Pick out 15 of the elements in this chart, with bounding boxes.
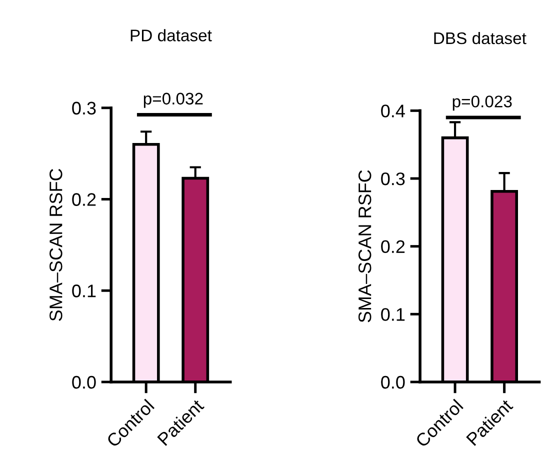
y-tick-label: 0.3 — [72, 102, 96, 115]
y-axis-title: SMA–SCAN RSFC — [358, 170, 372, 322]
y-tick-label: 0.0 — [381, 376, 405, 389]
y-axis-title: SMA–SCAN RSFC — [50, 168, 62, 321]
text: p=0.032 — [144, 92, 203, 108]
chart-title: PD dataset — [130, 29, 212, 42]
text: p=0.023 — [452, 96, 512, 111]
y-tick-label: 0.4 — [381, 104, 405, 118]
y-tick-label: 0.3 — [381, 172, 405, 186]
y-tick-label: 0.0 — [72, 376, 96, 389]
y-tick-label: 0.2 — [381, 240, 405, 254]
chart-title: DBS dataset — [434, 32, 526, 44]
y-tick-label: 0.1 — [72, 284, 96, 298]
y-tick-label: 0.1 — [381, 308, 405, 321]
y-tick-label: 0.2 — [72, 193, 96, 206]
